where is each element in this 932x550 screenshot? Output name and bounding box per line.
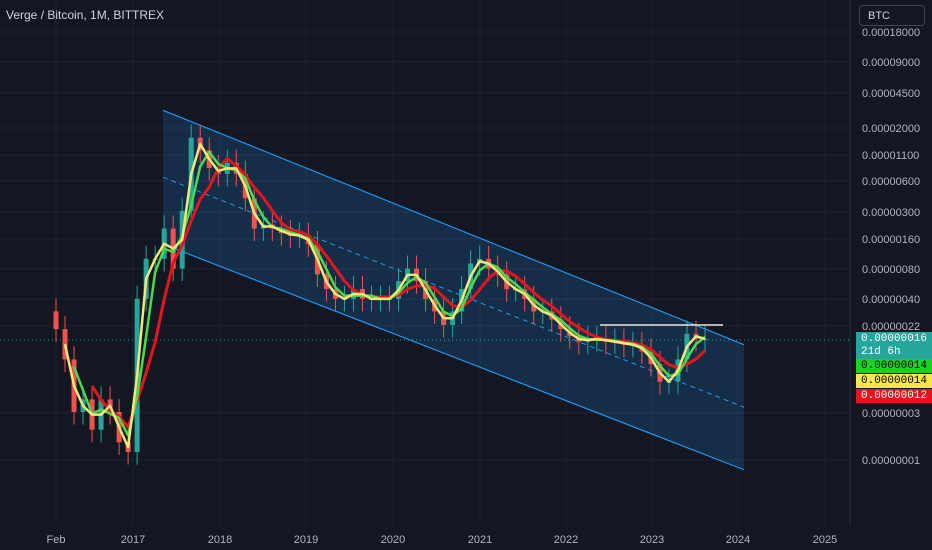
candle-body xyxy=(702,338,708,340)
ma-green-label: 0.00000014 xyxy=(856,359,932,373)
x-tick-label: 2023 xyxy=(640,534,664,546)
y-tick-label: 0.00002000 xyxy=(862,123,920,135)
y-tick-label: 0.00000600 xyxy=(862,176,920,188)
channel-fill xyxy=(163,110,744,470)
y-tick-label: 0.00000080 xyxy=(862,264,920,276)
channel-upper-line xyxy=(162,109,745,346)
current-price-label: 0.00000016 xyxy=(856,332,932,346)
y-tick-label: 0.00000003 xyxy=(862,408,920,420)
x-tick-label: Feb xyxy=(47,534,66,546)
ma-yellow-label: 0.00000014 xyxy=(856,374,932,388)
x-tick-label: 2020 xyxy=(381,534,405,546)
x-tick-label: 2022 xyxy=(554,534,578,546)
candle-body xyxy=(62,329,68,360)
x-tick-label: 2019 xyxy=(294,534,318,546)
currency-button[interactable]: BTC xyxy=(859,5,925,26)
y-tick-label: 0.00000022 xyxy=(862,321,920,333)
ma-red-label: 0.00000012 xyxy=(856,389,932,403)
chart-title: Verge / Bitcoin, 1M, BITTREX xyxy=(6,8,165,22)
y-tick-label: 0.00000001 xyxy=(862,455,920,467)
channel-lower-line xyxy=(162,243,745,471)
candle-body xyxy=(53,311,59,330)
x-tick-label: 2018 xyxy=(208,534,232,546)
y-tick-label: 0.00000300 xyxy=(862,207,920,219)
y-tick-label: 0.00009000 xyxy=(862,57,920,69)
x-tick-label: 2024 xyxy=(726,534,750,546)
y-tick-label: 0.00004500 xyxy=(862,88,920,100)
ma-fast-line xyxy=(63,142,706,449)
y-tick-label: 0.00000040 xyxy=(862,294,920,306)
x-tick-label: 2017 xyxy=(121,534,145,546)
y-tick-label: 0.00018000 xyxy=(862,27,920,39)
x-tick-label: 2021 xyxy=(468,534,492,546)
y-tick-label: 0.00001100 xyxy=(862,150,919,162)
countdown-label: 21d 6h xyxy=(856,345,932,359)
y-tick-label: 0.00000160 xyxy=(862,234,920,246)
x-tick-label: 2025 xyxy=(813,534,837,546)
